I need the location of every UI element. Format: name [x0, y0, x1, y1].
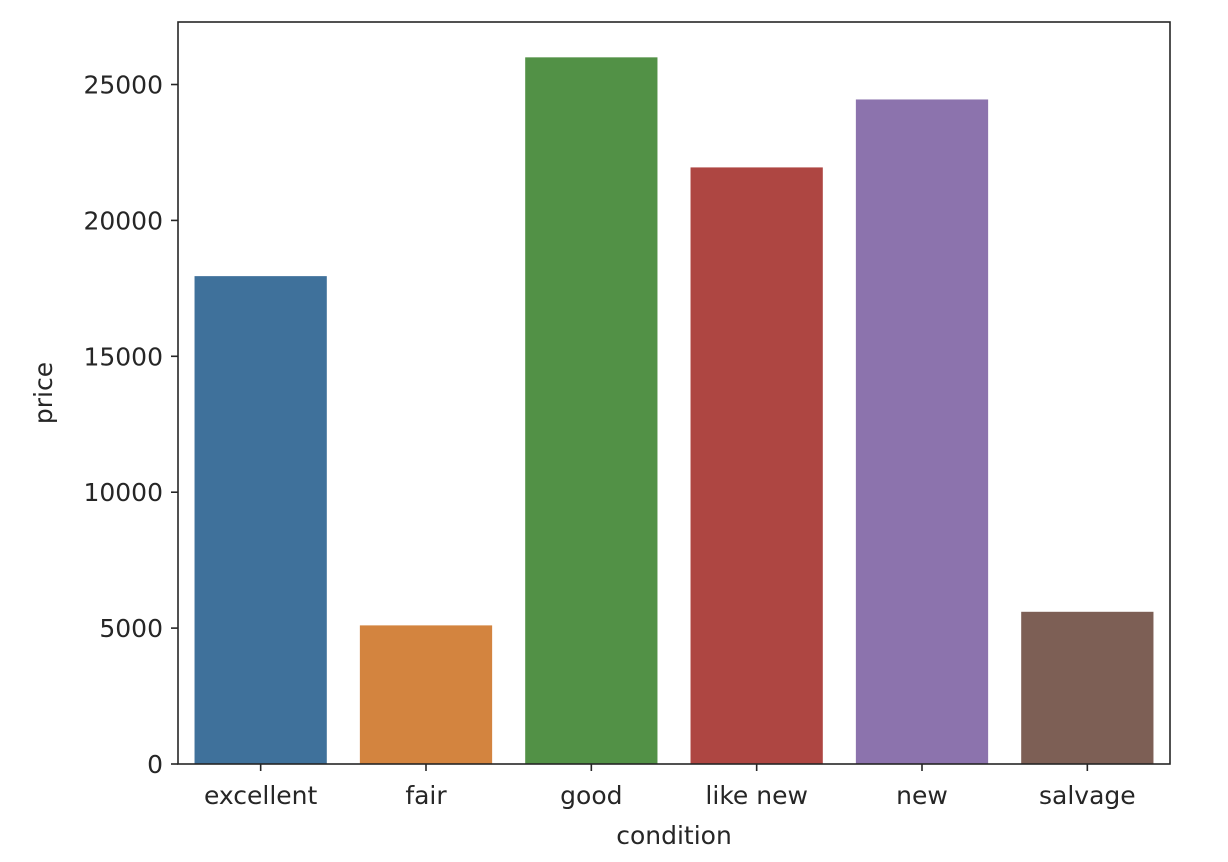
bar-excellent — [194, 276, 327, 764]
y-tick-label: 10000 — [83, 478, 163, 507]
bar-new — [855, 99, 989, 764]
bars-group — [194, 57, 1154, 765]
bar-good — [525, 57, 658, 765]
x-tick-label: good — [560, 781, 622, 810]
y-tick-label: 0 — [147, 750, 163, 779]
y-axis-ticks: 0 5000 10000 15000 20000 25000 — [83, 71, 178, 779]
x-tick-label: like new — [705, 781, 807, 810]
bar-like-new — [690, 167, 823, 764]
x-tick-label: fair — [405, 781, 447, 810]
x-tick-label: salvage — [1039, 781, 1136, 810]
x-tick-label: excellent — [204, 781, 318, 810]
plot-frame — [177, 21, 1171, 765]
y-tick-label: 20000 — [83, 206, 163, 235]
y-tick-label: 25000 — [83, 71, 163, 100]
x-axis-ticks: excellent fair good like new new salvage — [204, 764, 1136, 810]
y-tick-label: 15000 — [83, 342, 163, 371]
bar-fair — [359, 625, 493, 764]
bar-salvage — [1021, 611, 1154, 764]
x-tick-label: new — [896, 781, 948, 810]
y-axis-label: price — [29, 362, 58, 424]
x-axis-label: condition — [616, 821, 732, 850]
y-tick-label: 5000 — [99, 614, 163, 643]
